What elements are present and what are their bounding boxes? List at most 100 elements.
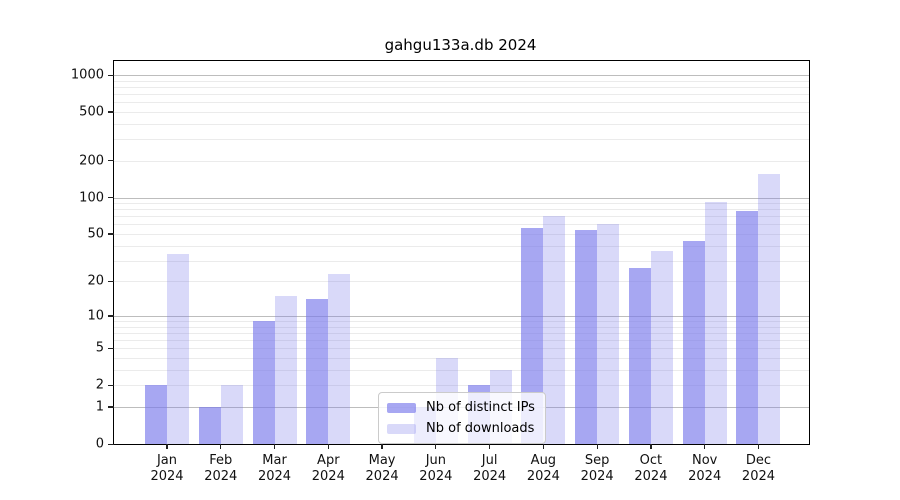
gridline-minor — [114, 111, 809, 113]
bar-distinct-ips — [145, 385, 167, 444]
gridline-minor — [114, 340, 809, 342]
gridline-minor — [114, 245, 809, 247]
y-tick-label: 10 — [87, 308, 104, 324]
y-tick-mark — [108, 347, 114, 349]
x-tick-mark — [757, 444, 760, 449]
gridline-minor — [114, 160, 809, 162]
gridline-major — [114, 75, 809, 76]
legend-item-distinct-ips: Nb of distinct IPs — [387, 399, 535, 416]
gridline-minor — [114, 281, 809, 283]
y-tick-mark — [108, 280, 114, 283]
gridline-minor — [114, 224, 809, 226]
x-tick-mark — [489, 444, 491, 449]
y-tick-label: 200 — [79, 153, 104, 169]
bar-downloads — [650, 251, 673, 444]
gridline-minor — [114, 326, 809, 328]
x-tick-mark — [542, 444, 544, 449]
x-tick-label: Jun 2024 — [419, 453, 453, 484]
gridline-minor — [114, 139, 809, 141]
gridline-minor — [114, 123, 809, 125]
gridline-minor — [114, 216, 809, 218]
x-tick-mark — [704, 444, 706, 449]
y-tick-label: 50 — [87, 226, 104, 242]
gridline-minor — [114, 233, 809, 235]
y-tick-mark — [108, 406, 114, 408]
chart-title: gahgu133a.db 2024 — [384, 36, 537, 54]
x-tick-mark — [327, 444, 329, 449]
x-tick-label: Dec 2024 — [741, 453, 776, 484]
y-tick-label: 2 — [95, 377, 104, 393]
x-tick-label: Jul 2024 — [473, 453, 507, 484]
x-tick-mark — [381, 444, 383, 449]
bar-distinct-ips — [198, 406, 221, 444]
bar-distinct-ips — [306, 299, 329, 444]
y-tick-mark — [108, 384, 114, 386]
x-tick-mark — [596, 444, 598, 449]
gridline-minor — [114, 102, 809, 104]
bar-downloads — [167, 254, 189, 444]
x-tick-mark — [166, 444, 168, 449]
bar-downloads — [758, 174, 781, 444]
y-tick-label: 100 — [79, 190, 104, 205]
legend-item-downloads: Nb of downloads — [387, 420, 535, 437]
gridline-minor — [114, 80, 809, 82]
x-tick-label: Sep 2024 — [580, 453, 614, 484]
y-tick-mark — [108, 233, 114, 235]
plot-area: Nb of distinct IPs Nb of downloads 0 1 2 5 1… — [71, 60, 810, 484]
legend-swatch-distinct-ips — [387, 402, 416, 413]
x-tick-mark — [273, 444, 276, 449]
y-tick-label: 1 — [95, 399, 104, 415]
y-tick-label: 5 — [95, 340, 104, 356]
bar-downloads — [543, 215, 566, 444]
bar-distinct-ips — [252, 321, 275, 444]
x-tick-label: May 2024 — [365, 453, 399, 484]
bar-distinct-ips — [521, 228, 544, 444]
y-tick-label: 20 — [87, 273, 104, 289]
bar-distinct-ips — [736, 210, 759, 444]
y-tick-mark — [108, 315, 114, 317]
bar-distinct-ips — [628, 267, 651, 444]
gridline-major — [114, 315, 809, 317]
bar-downloads — [704, 201, 727, 444]
bar-downloads — [274, 295, 297, 444]
gridline-minor — [114, 332, 809, 334]
gridline-minor — [114, 203, 809, 205]
y-tick-mark — [108, 443, 114, 445]
gridline-minor — [114, 358, 809, 360]
bar-distinct-ips — [575, 229, 598, 444]
gridline-minor — [114, 321, 809, 323]
bar-downloads — [328, 274, 351, 444]
legend: Nb of distinct IPs Nb of downloads — [378, 392, 546, 444]
x-tick-label: Aug 2024 — [526, 453, 560, 484]
bar-downloads — [220, 385, 243, 444]
x-tick-label: Apr 2024 — [311, 453, 345, 484]
y-tick-label: 0 — [95, 436, 104, 452]
x-tick-label: Mar 2024 — [257, 453, 292, 484]
gridline-major — [114, 197, 809, 199]
gridline-minor — [114, 260, 809, 262]
x-tick-mark — [435, 444, 437, 449]
bar-downloads — [597, 224, 620, 444]
gridline-minor — [114, 385, 809, 387]
gridline-minor — [114, 369, 809, 371]
x-tick-label: Nov 2024 — [688, 453, 722, 484]
gridline-minor — [114, 86, 809, 88]
gridline-minor — [114, 348, 809, 350]
x-tick-label: Oct 2024 — [634, 453, 668, 484]
legend-swatch-downloads — [387, 423, 416, 434]
y-tick-label: 1000 — [70, 67, 104, 83]
x-tick-label: Jan 2024 — [150, 453, 184, 484]
y-tick-label: 500 — [79, 104, 104, 120]
gridline-minor — [114, 209, 809, 211]
y-tick-mark — [108, 74, 114, 76]
x-tick-mark — [650, 444, 652, 449]
y-tick-mark — [108, 197, 114, 199]
legend-label-distinct-ips: Nb of distinct IPs — [426, 400, 535, 415]
gridline-minor — [114, 94, 809, 96]
x-tick-mark — [220, 444, 222, 449]
y-tick-mark — [108, 111, 114, 113]
legend-label-downloads: Nb of downloads — [426, 421, 535, 436]
y-tick-mark — [108, 160, 114, 162]
x-tick-label: Feb 2024 — [204, 453, 238, 484]
